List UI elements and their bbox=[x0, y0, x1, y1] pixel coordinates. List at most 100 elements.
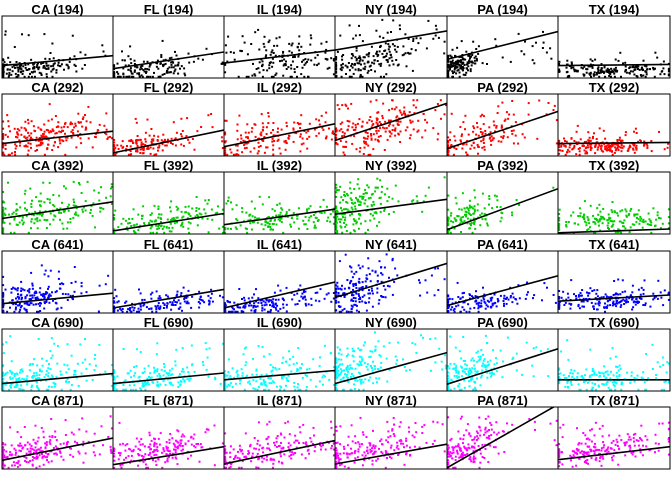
data-point bbox=[344, 195, 347, 197]
data-point bbox=[370, 45, 373, 48]
data-point bbox=[511, 214, 514, 217]
data-point bbox=[267, 122, 270, 125]
data-point bbox=[224, 382, 227, 385]
data-point bbox=[285, 142, 288, 145]
data-point bbox=[424, 129, 427, 132]
data-point bbox=[71, 129, 74, 132]
data-point bbox=[603, 66, 606, 69]
data-point bbox=[596, 308, 598, 311]
data-point bbox=[57, 64, 60, 67]
data-point bbox=[19, 308, 22, 311]
data-point bbox=[625, 210, 628, 213]
data-point bbox=[169, 222, 172, 225]
panel-points bbox=[335, 253, 447, 313]
data-point bbox=[198, 212, 201, 215]
data-point bbox=[10, 383, 13, 386]
data-point bbox=[638, 222, 641, 225]
data-point bbox=[359, 267, 362, 270]
data-point bbox=[277, 127, 279, 130]
data-point bbox=[577, 303, 580, 306]
data-point bbox=[593, 308, 595, 310]
data-point bbox=[395, 106, 398, 109]
data-point bbox=[453, 374, 456, 377]
data-point bbox=[380, 266, 383, 269]
data-point bbox=[200, 126, 203, 128]
data-point bbox=[367, 144, 370, 147]
data-point bbox=[383, 75, 385, 78]
data-point bbox=[282, 74, 285, 77]
data-point bbox=[74, 370, 77, 373]
data-point bbox=[378, 197, 381, 199]
data-point bbox=[31, 282, 34, 285]
data-point bbox=[146, 60, 149, 63]
data-point bbox=[243, 388, 246, 391]
data-point bbox=[4, 30, 7, 33]
data-point bbox=[576, 124, 579, 127]
data-point bbox=[619, 146, 622, 149]
data-point bbox=[155, 310, 158, 313]
data-point bbox=[453, 307, 456, 310]
data-point bbox=[379, 64, 382, 67]
panel-frame bbox=[446, 250, 559, 314]
data-point bbox=[160, 368, 163, 371]
data-point bbox=[280, 128, 283, 131]
data-point bbox=[64, 293, 67, 296]
data-point bbox=[7, 181, 9, 184]
data-point bbox=[271, 49, 274, 52]
data-point bbox=[248, 380, 251, 383]
data-point bbox=[325, 40, 328, 43]
data-point bbox=[509, 60, 512, 63]
data-point bbox=[236, 219, 239, 222]
data-point bbox=[263, 136, 266, 138]
data-point bbox=[35, 136, 38, 139]
data-point bbox=[35, 297, 38, 300]
data-point bbox=[236, 129, 239, 132]
data-point bbox=[257, 301, 260, 304]
data-point bbox=[9, 376, 12, 379]
data-point bbox=[481, 218, 484, 221]
data-point bbox=[249, 382, 252, 385]
data-point bbox=[376, 122, 379, 125]
data-point bbox=[28, 134, 31, 137]
data-point bbox=[238, 306, 241, 309]
panel-title: FL (292) bbox=[144, 80, 194, 95]
data-point bbox=[20, 280, 23, 283]
data-point bbox=[359, 298, 362, 300]
data-point bbox=[578, 147, 581, 150]
data-point bbox=[553, 104, 556, 107]
data-point bbox=[9, 130, 11, 133]
data-point bbox=[66, 378, 69, 381]
data-point bbox=[633, 144, 636, 147]
data-point bbox=[363, 294, 366, 297]
data-point bbox=[158, 75, 161, 78]
data-point bbox=[275, 72, 278, 75]
data-point bbox=[299, 284, 302, 287]
data-point bbox=[369, 196, 372, 199]
data-point bbox=[600, 144, 603, 147]
data-point bbox=[301, 137, 304, 140]
data-point bbox=[336, 212, 338, 215]
data-point bbox=[46, 147, 49, 150]
data-point bbox=[244, 364, 247, 367]
data-point bbox=[589, 73, 592, 76]
data-point bbox=[224, 146, 227, 149]
data-point bbox=[482, 115, 485, 118]
data-point bbox=[619, 210, 622, 213]
data-point bbox=[338, 108, 341, 111]
data-point bbox=[558, 60, 561, 63]
data-point bbox=[371, 269, 374, 272]
data-point bbox=[235, 371, 238, 374]
data-point bbox=[81, 118, 84, 120]
data-point bbox=[503, 304, 505, 307]
data-point bbox=[228, 384, 231, 387]
data-point bbox=[249, 222, 252, 225]
data-point bbox=[437, 36, 440, 39]
data-point bbox=[667, 68, 670, 71]
data-point bbox=[229, 382, 232, 385]
data-point bbox=[453, 217, 456, 220]
data-point bbox=[390, 132, 393, 135]
data-point bbox=[271, 140, 274, 143]
panel-title: FL (194) bbox=[144, 2, 194, 17]
data-point bbox=[277, 284, 280, 287]
data-point bbox=[300, 143, 303, 146]
